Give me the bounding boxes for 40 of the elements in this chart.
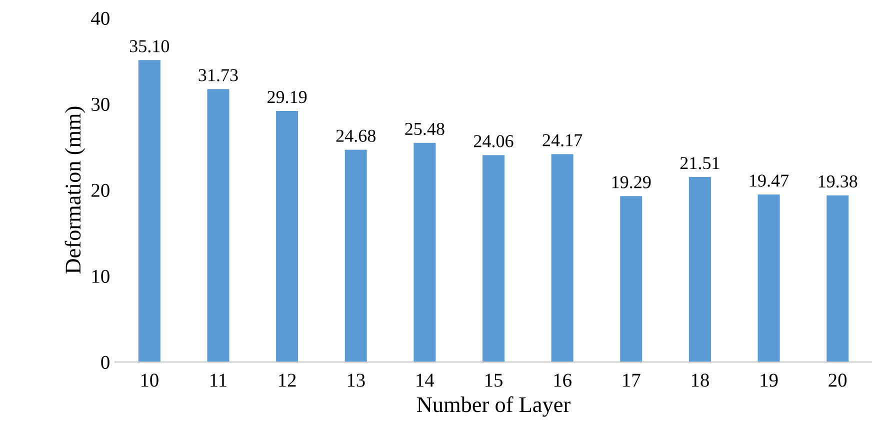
bar <box>276 110 298 362</box>
bar <box>482 155 505 362</box>
data-label: 24.17 <box>542 134 582 146</box>
bar <box>138 60 160 362</box>
data-label: 19.47 <box>750 174 789 187</box>
x-tick-label: 19 <box>760 374 778 387</box>
data-label: 19.38 <box>818 175 858 188</box>
y-tick-label: 10 <box>92 270 110 283</box>
x-tick-label: 10 <box>141 374 158 387</box>
y-tick-label: 30 <box>92 98 110 111</box>
data-label: 31.73 <box>198 69 238 82</box>
x-tick-label: 14 <box>416 374 434 387</box>
y-tick-label: 0 <box>101 356 110 369</box>
x-tick-label: 20 <box>828 374 847 387</box>
y-tick-label: 20 <box>92 184 110 197</box>
bar <box>414 142 436 362</box>
data-label: 21.51 <box>680 157 720 170</box>
data-label: 24.68 <box>336 130 376 142</box>
x-tick-label: 11 <box>210 374 226 387</box>
x-tick-label: 12 <box>279 374 296 387</box>
x-tick-label: 18 <box>692 374 709 387</box>
x-tick-label: 13 <box>348 374 365 387</box>
bar <box>826 195 849 362</box>
bar <box>620 196 642 362</box>
data-label: 35.10 <box>130 40 170 52</box>
data-label: 19.29 <box>612 176 651 188</box>
data-label: 24.06 <box>474 135 514 148</box>
data-label: 25.48 <box>405 122 444 136</box>
x-tick-label: 17 <box>623 374 640 387</box>
y-tick-label: 40 <box>91 12 110 25</box>
bar <box>344 150 367 362</box>
x-tick-label: 15 <box>485 374 502 387</box>
y-axis-title: Deformation (mm) <box>64 106 86 274</box>
x-tick-label: 16 <box>554 374 572 387</box>
data-label: 29.19 <box>268 91 307 104</box>
bar <box>551 154 574 362</box>
bar <box>758 194 780 362</box>
x-axis-title: Number of Layer <box>417 396 570 417</box>
bar <box>688 177 711 362</box>
bar <box>207 89 230 362</box>
